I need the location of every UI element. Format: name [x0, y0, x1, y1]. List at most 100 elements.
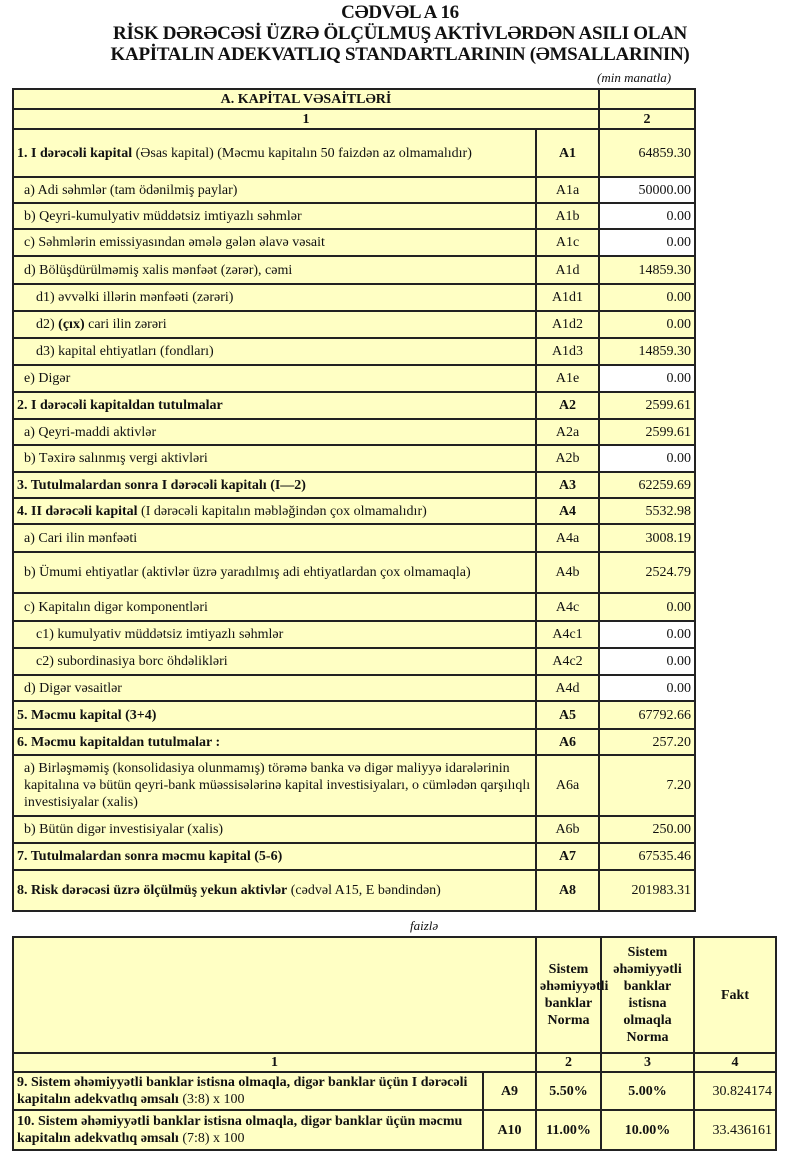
row-label: e) Digər: [12, 364, 537, 393]
row-norm-other: 10.00%: [600, 1109, 695, 1151]
row-label: 2. I dərəcəli kapitaldan tutulmalar: [12, 391, 537, 420]
table-row: b) Ümumi ehtiyatlar (aktivlər üzrə yarad…: [12, 551, 696, 594]
row-label: b) Bütün digər investisiyalar (xalis): [12, 815, 537, 844]
row-label-text: a) Adi səhmlər (tam ödənilmiş paylar): [24, 182, 238, 198]
row-value: 250.00: [598, 815, 696, 844]
table-row: 4. II dərəcəli kapital (I dərəcəli kapit…: [12, 497, 696, 525]
table-row: a) Adi səhmlər (tam ödənilmiş paylar) A1a…: [12, 176, 696, 204]
table-row: 2. I dərəcəli kapitaldan tutulmalar A2 259…: [12, 391, 696, 420]
row-label-formula: (3:8) x 100: [178, 1092, 245, 1107]
table-row: d2) (çıx) cari ilin zərəri A1d2 0.00: [12, 310, 696, 339]
row-code: A1e: [535, 364, 600, 393]
row-label: d1) əvvəlki illərin mənfəəti (zərəri): [12, 283, 537, 312]
table-row: c1) kumulyativ müddətsiz imtiyazlı səhml…: [12, 620, 696, 649]
row-label: 1. I dərəcəli kapital (Əsas kapital) (Mə…: [12, 128, 537, 178]
percent-unit-label: faizlə: [410, 918, 439, 933]
row-label: c2) subordinasiya borc öhdəlikləri: [12, 647, 537, 676]
row-label-bold: 1. I dərəcəli kapital: [17, 145, 133, 161]
table-row: d1) əvvəlki illərin mənfəəti (zərəri) A1d…: [12, 283, 696, 312]
row-code: A1d1: [535, 283, 600, 312]
row-code: A10: [482, 1109, 537, 1151]
table-row: a) Qeyri-maddi aktivlər A2a 2599.61: [12, 418, 696, 446]
table-row: e) Digər A1e 0.00: [12, 364, 696, 393]
table-number: CƏDVƏL A 16: [341, 2, 459, 23]
document-title: CƏDVƏL A 16 RİSK DƏRƏCƏSİ ÜZRƏ ÖLÇÜLMUŞ …: [0, 2, 800, 65]
row-label: d) Bölüşdürülməmiş xalis mənfəət (zərər)…: [12, 255, 537, 285]
row-norm-sys: 5.50%: [535, 1071, 602, 1111]
title-line-2: KAPİTALIN ADEKVATLIQ STANDARTLARININ (ƏM…: [110, 44, 690, 65]
row-code: A1c: [535, 228, 600, 257]
row-label: 7. Tutulmalardan sonra məcmu kapital (5-…: [12, 842, 537, 871]
ratio-row: 10. Sistem əhəmiyyətli banklar istisna o…: [12, 1109, 777, 1151]
ratio-table: Sistem əhəmiyyətli banklar Norma Sistem …: [12, 936, 777, 1151]
table-row: b) Təxirə salınmış vergi aktivləri A2b 0.0…: [12, 444, 696, 473]
row-value: 2524.79: [598, 551, 696, 594]
row-code: A5: [535, 700, 600, 730]
row-label: 5. Məcmu kapital (3+4): [12, 700, 537, 730]
row-code: A1d: [535, 255, 600, 285]
row-code: A4c1: [535, 620, 600, 649]
ratio-row: 9. Sistem əhəmiyyətli banklar istisna ol…: [12, 1071, 777, 1111]
row-value: 14859.30: [598, 255, 696, 285]
row-label: b) Qeyri-kumulyativ müddətsiz imtiyazlı …: [12, 202, 537, 230]
row-code: A6b: [535, 815, 600, 844]
row-label-text: d3) kapital ehtiyatları (fondları): [36, 344, 214, 359]
row-fakt: 30.824174: [693, 1071, 777, 1111]
row-label-text: d) Bölüşdürülməmiş xalis mənfəət (zərər)…: [24, 262, 293, 278]
row-value: 62259.69: [598, 471, 696, 499]
table-row: 7. Tutulmalardan sonra məcmu kapital (5-…: [12, 842, 696, 871]
column-number-2: 2: [598, 108, 696, 130]
row-code: A4d: [535, 674, 600, 702]
row-label-text: c) Kapitalın digər komponentləri: [24, 599, 208, 615]
row-label: d) Digər vəsaitlər: [12, 674, 537, 702]
row-value: 0.00: [598, 228, 696, 257]
row-value: 0.00: [598, 283, 696, 312]
row-label-text: cari ilin zərəri: [84, 317, 167, 332]
row-label: a) Birləşməmiş (konsolidasiya olunmamış)…: [12, 754, 537, 817]
row-label-text: b) Ümumi ehtiyatlar (aktivlər üzrə yarad…: [24, 565, 471, 580]
row-label: a) Qeyri-maddi aktivlər: [12, 418, 537, 446]
row-code: A9: [482, 1071, 537, 1111]
row-value: 3008.19: [598, 523, 696, 553]
table-row: d) Bölüşdürülməmiş xalis mənfəət (zərər)…: [12, 255, 696, 285]
row-code: A4c2: [535, 647, 600, 676]
row-label-text: b) Təxirə salınmış vergi aktivləri: [24, 451, 208, 466]
row-label-bold: 4. II dərəcəli kapital: [17, 503, 138, 519]
row-label: d3) kapital ehtiyatları (fondları): [12, 337, 537, 366]
row-label: b) Ümumi ehtiyatlar (aktivlər üzrə yarad…: [12, 551, 537, 594]
row-code: A7: [535, 842, 600, 871]
row-value: 0.00: [598, 310, 696, 339]
row-label-bold: 6. Məcmu kapitaldan tutulmalar :: [17, 734, 221, 750]
row-label: d2) (çıx) cari ilin zərəri: [12, 310, 537, 339]
row-code: A2b: [535, 444, 600, 473]
row-value: 0.00: [598, 592, 696, 622]
row-label-text: a) Qeyri-maddi aktivlər: [24, 424, 157, 440]
row-label-formula: (7:8) x 100: [178, 1131, 245, 1146]
row-fakt: 33.436161: [693, 1109, 777, 1151]
row-code: A4c: [535, 592, 600, 622]
table-row: b) Bütün digər investisiyalar (xalis) A6b…: [12, 815, 696, 844]
table-row: 1. I dərəcəli kapital (Əsas kapital) (Mə…: [12, 128, 696, 178]
row-code: A4a: [535, 523, 600, 553]
row-value: 5532.98: [598, 497, 696, 525]
row-value: 201983.31: [598, 869, 696, 912]
header-norm-other: Sistem əhəmiyyətli banklar istisna olmaq…: [600, 936, 695, 1054]
row-code: A1: [535, 128, 600, 178]
row-label-text: a) Birləşməmiş (konsolidasiya olunmamış)…: [24, 761, 531, 810]
row-label: 10. Sistem əhəmiyyətli banklar istisna o…: [12, 1109, 484, 1151]
row-value: 0.00: [598, 674, 696, 702]
row-norm-sys: 11.00%: [535, 1109, 602, 1151]
table-row: c) Səhmlərin emissiyasından əmələ gələn …: [12, 228, 696, 257]
row-code: A2: [535, 391, 600, 420]
row-label-text: (I dərəcəli kapitalın məbləğindən çox ol…: [137, 503, 427, 519]
row-label: 9. Sistem əhəmiyyətli banklar istisna ol…: [12, 1071, 484, 1111]
row-label-bold: 3. Tutulmalardan sonra I dərəcəli kapita…: [17, 477, 306, 493]
header-norm-systemic: Sistem əhəmiyyətli banklar Norma: [535, 936, 608, 1054]
table-row: 8. Risk dərəcəsi üzrə ölçülmüş yekun akt…: [12, 869, 696, 912]
row-value: 67792.66: [598, 700, 696, 730]
row-label-prefix: d2): [36, 317, 59, 332]
row-label-bold: 8. Risk dərəcəsi üzrə ölçülmüş yekun akt…: [17, 883, 288, 898]
row-label-text: a) Cari ilin mənfəəti: [24, 530, 138, 546]
column-number-2: 2: [535, 1052, 602, 1073]
